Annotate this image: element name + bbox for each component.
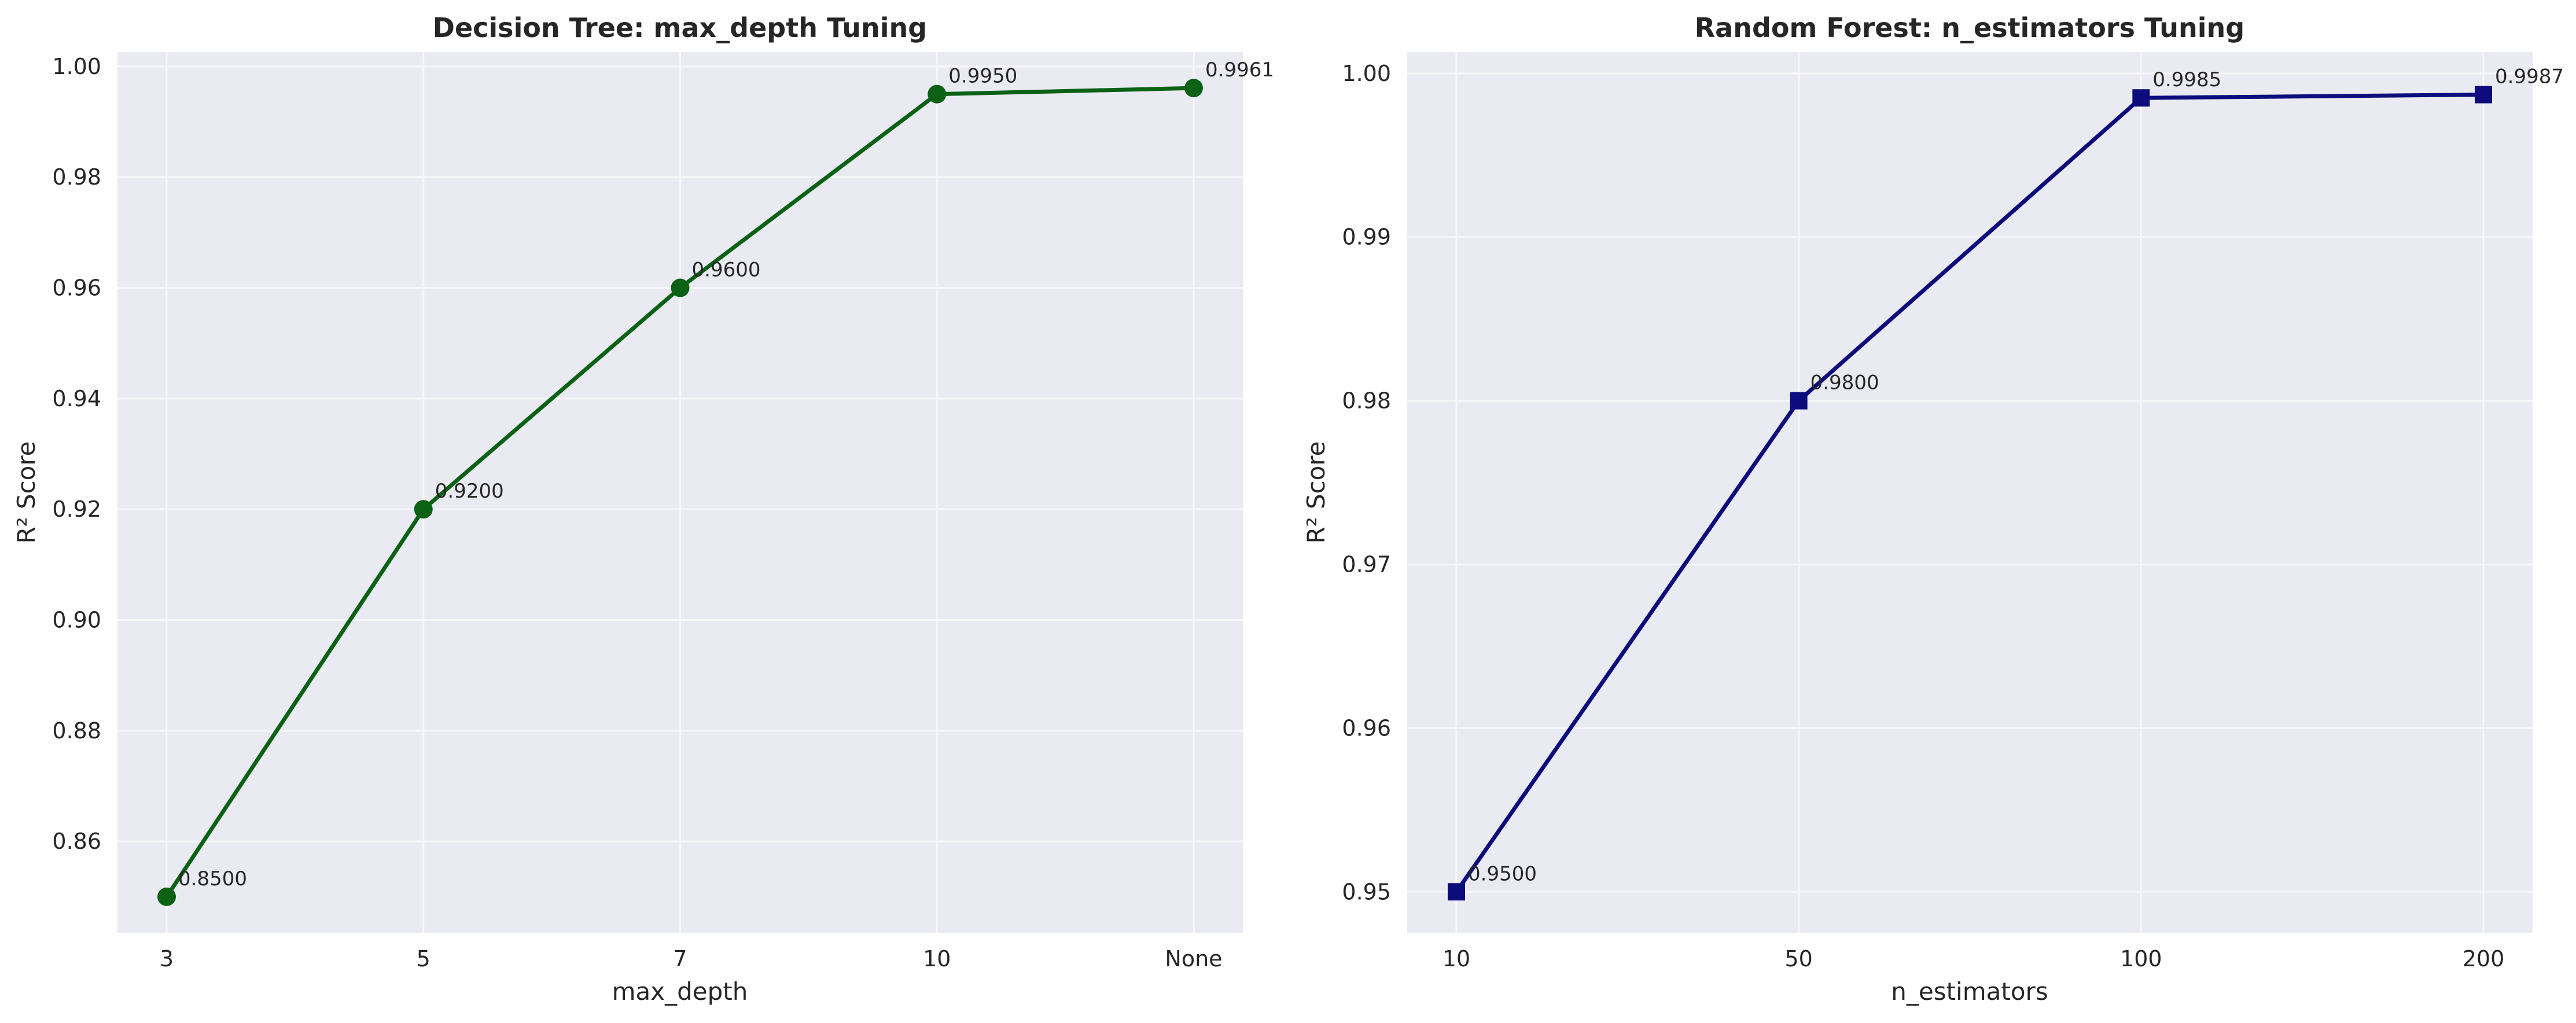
data-label: 0.8500 bbox=[178, 867, 247, 890]
x-tick-label: None bbox=[1165, 946, 1222, 972]
y-tick-label: 0.98 bbox=[52, 164, 101, 190]
y-tick-label: 0.86 bbox=[52, 829, 101, 854]
data-label: 0.9500 bbox=[1468, 862, 1537, 885]
grid-decision-tree bbox=[117, 52, 1243, 933]
x-tick-label: 50 bbox=[1784, 946, 1812, 972]
y-tick-label: 0.99 bbox=[1342, 225, 1391, 250]
y-tick-label: 0.92 bbox=[52, 496, 101, 522]
x-axis-label-decision-tree: max_depth bbox=[612, 977, 748, 1006]
data-label: 0.9950 bbox=[948, 65, 1017, 88]
line-series-random-forest bbox=[1454, 93, 2486, 894]
y-ticks-decision-tree: 0.86 0.88 0.90 0.92 0.94 0.96 0.98 1.00 bbox=[52, 54, 101, 854]
data-point bbox=[157, 887, 176, 906]
data-label: 0.9600 bbox=[692, 259, 761, 282]
x-axis-label-random-forest: n_estimators bbox=[1891, 977, 2048, 1006]
data-labels-decision-tree: 0.8500 0.9200 0.9600 0.9950 0.9961 bbox=[178, 58, 1274, 890]
data-point bbox=[414, 500, 433, 519]
plot-area-random-forest bbox=[1407, 52, 2533, 933]
data-point bbox=[928, 84, 947, 104]
data-point bbox=[1184, 79, 1203, 98]
data-label: 0.9985 bbox=[2152, 68, 2221, 91]
y-tick-label: 1.00 bbox=[1342, 61, 1391, 86]
y-tick-label: 0.97 bbox=[1342, 551, 1391, 577]
y-ticks-random-forest: 0.95 0.96 0.97 0.98 0.99 1.00 bbox=[1342, 61, 1391, 904]
markers-random-forest bbox=[1448, 86, 2492, 901]
data-point bbox=[1448, 883, 1465, 901]
x-tick-label: 7 bbox=[673, 946, 687, 972]
chart-title-random-forest: Random Forest: n_estimators Tuning bbox=[1695, 12, 2245, 43]
chart-title-decision-tree: Decision Tree: max_depth Tuning bbox=[433, 12, 927, 43]
x-ticks-decision-tree: 3 5 7 10 None bbox=[160, 946, 1223, 972]
y-tick-label: 0.98 bbox=[1342, 388, 1391, 414]
data-label: 0.9987 bbox=[2495, 65, 2564, 89]
x-ticks-random-forest: 10 50 100 200 bbox=[1442, 946, 2504, 972]
data-point bbox=[1790, 392, 1808, 410]
y-tick-label: 0.88 bbox=[52, 718, 101, 744]
grid-random-forest bbox=[1407, 52, 2533, 933]
x-tick-label: 5 bbox=[417, 946, 430, 972]
data-point bbox=[2475, 86, 2492, 104]
data-label: 0.9800 bbox=[1810, 371, 1879, 395]
y-tick-label: 0.94 bbox=[52, 386, 101, 411]
y-axis-label-decision-tree: R² Score bbox=[12, 441, 41, 543]
data-label: 0.9961 bbox=[1205, 58, 1274, 82]
data-labels-random-forest: 0.9500 0.9800 0.9985 0.9987 bbox=[1468, 65, 2564, 886]
x-tick-label: 100 bbox=[2120, 946, 2162, 972]
x-tick-label: 3 bbox=[160, 946, 174, 972]
x-tick-label: 10 bbox=[923, 946, 951, 972]
x-tick-label: 200 bbox=[2463, 946, 2505, 972]
y-tick-label: 0.96 bbox=[52, 275, 101, 301]
y-tick-label: 0.96 bbox=[1342, 715, 1391, 741]
x-tick-label: 10 bbox=[1442, 946, 1470, 972]
data-label: 0.9200 bbox=[435, 480, 504, 503]
data-point bbox=[2132, 89, 2150, 107]
y-tick-label: 1.00 bbox=[52, 54, 101, 79]
data-point bbox=[671, 278, 690, 297]
y-tick-label: 0.90 bbox=[52, 608, 101, 633]
y-axis-label-random-forest: R² Score bbox=[1302, 441, 1330, 543]
y-tick-label: 0.95 bbox=[1342, 879, 1391, 904]
markers-decision-tree bbox=[157, 79, 1203, 906]
